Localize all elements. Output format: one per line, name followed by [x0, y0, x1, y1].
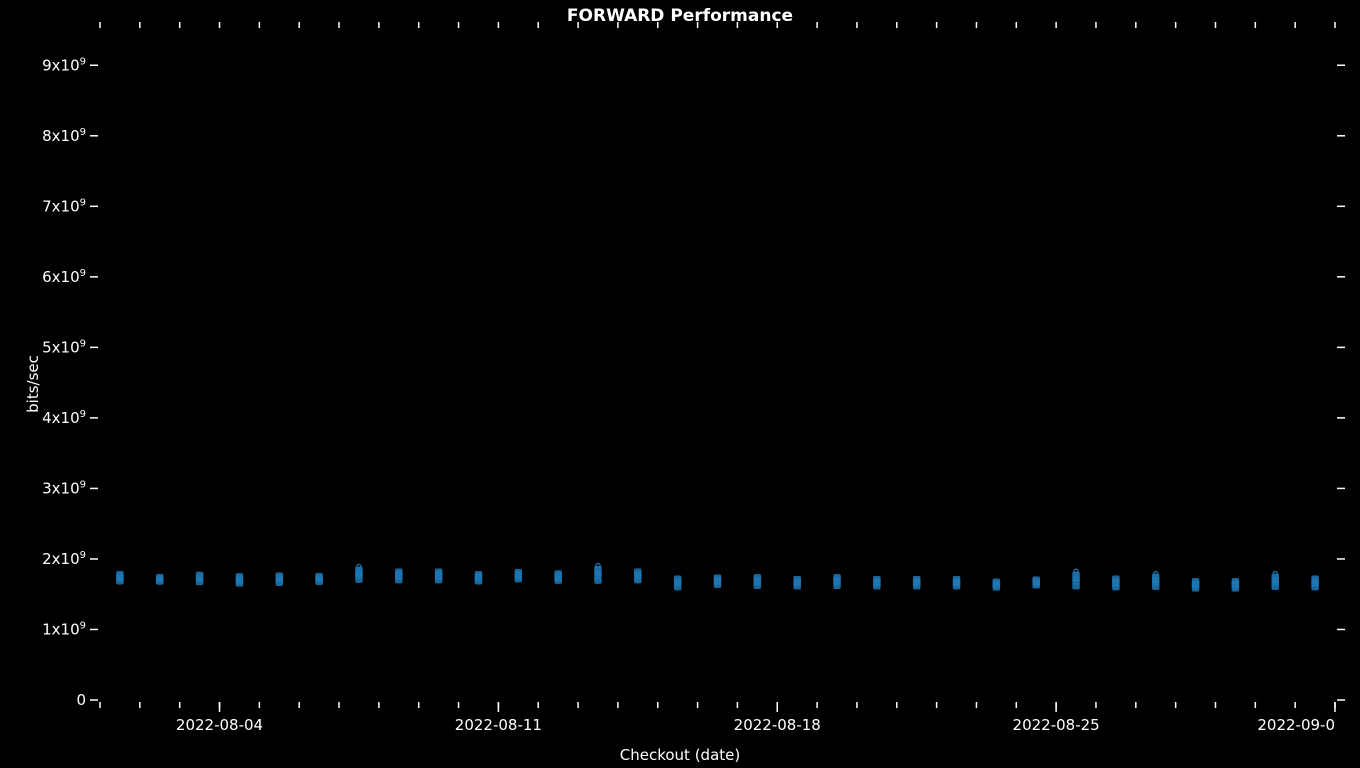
svg-text:2x109: 2x109: [42, 550, 86, 568]
svg-text:2022-08-04: 2022-08-04: [176, 716, 263, 734]
svg-text:2022-08-25: 2022-08-25: [1013, 716, 1100, 734]
chart-svg: 0 1x109 2x109 3x109 4x109 5x109 6x109 7x109 8x10…: [0, 0, 1360, 768]
x-axis-label: Checkout (date): [0, 746, 1360, 764]
svg-text:4x109: 4x109: [42, 409, 86, 427]
chart-title: FORWARD Performance: [0, 6, 1360, 26]
svg-text:0: 0: [76, 691, 86, 709]
svg-text:1x109: 1x109: [42, 620, 86, 638]
svg-text:9x109: 9x109: [42, 56, 86, 74]
chart-container: FORWARD Performance bits/sec Checkout (d…: [0, 0, 1360, 768]
svg-text:2022-09-0: 2022-09-0: [1257, 716, 1335, 734]
svg-text:2022-08-11: 2022-08-11: [455, 716, 542, 734]
svg-text:3x109: 3x109: [42, 479, 86, 497]
y-axis-label: bits/sec: [24, 355, 42, 413]
svg-text:6x109: 6x109: [42, 268, 86, 286]
svg-text:2022-08-18: 2022-08-18: [734, 716, 821, 734]
svg-text:7x109: 7x109: [42, 197, 86, 215]
svg-text:8x109: 8x109: [42, 127, 86, 145]
svg-text:5x109: 5x109: [42, 338, 86, 356]
